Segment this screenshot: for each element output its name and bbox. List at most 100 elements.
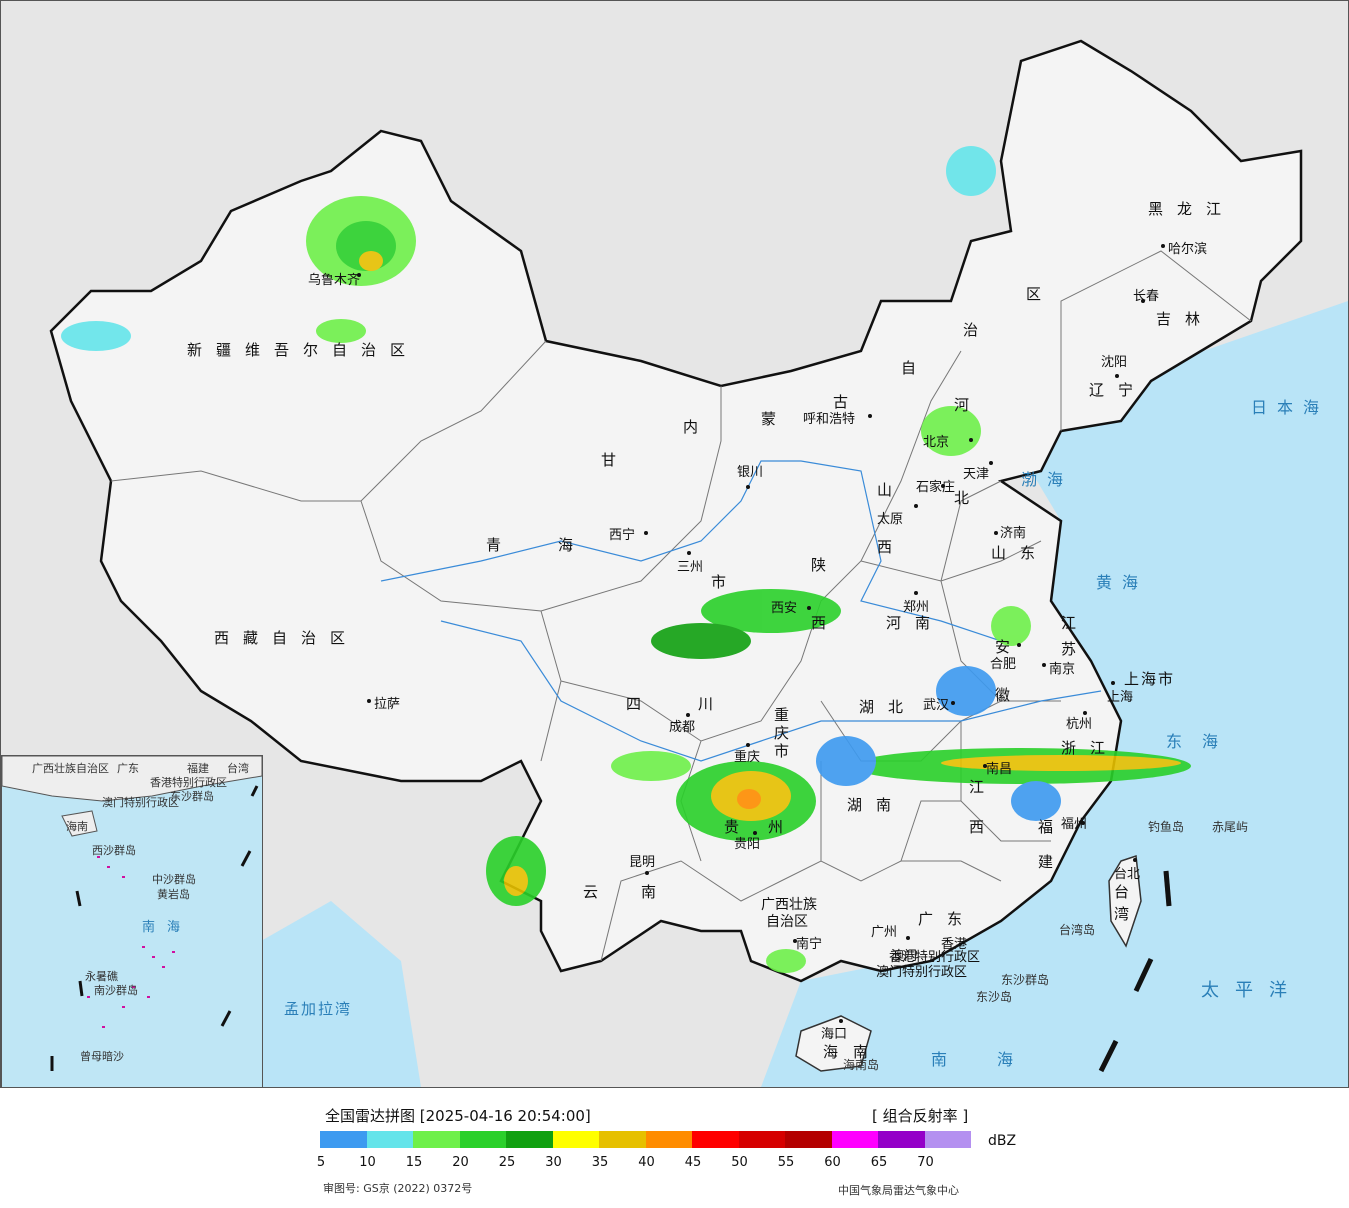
city-dot-shenyang [1115,374,1119,378]
label-harbin: 哈尔滨 [1168,242,1208,257]
city-dot-taiyuan [914,504,918,508]
label-macau-sar: 澳门特别行政区 [876,965,968,980]
legend-swatch-11 [831,1131,878,1148]
label-gansu-a: 甘 [601,451,617,469]
label-anhui-a: 安 [995,638,1011,656]
legend-tick-15: 15 [405,1155,423,1170]
inset-label-south-sea: 南海 [142,920,193,935]
legend-tick-30: 30 [545,1155,562,1170]
label-macau: 澳门 [891,949,918,964]
label-lanzhou: 三州 [677,560,704,575]
inset-label-zengmu: 曾母暗沙 [80,1050,124,1063]
label-guangxi-b: 自治区 [766,914,808,930]
label-neimenggu-f: 区 [1026,285,1042,303]
city-dot-hefei [1017,643,1021,647]
label-taiwan-island: 台湾岛 [1059,923,1096,937]
legend-panel [0,1088,1349,1208]
city-dot-chengdu [686,713,690,717]
label-chiwei: 赤尾屿 [1212,820,1249,834]
label-neimenggu-a: 内 [683,418,699,436]
legend-unit: dBZ [988,1133,1017,1149]
label-hongkong: 香港 [941,937,968,952]
legend-swatch-3 [459,1131,506,1148]
label-hunan: 湖南 [847,796,906,814]
rivers [380,460,1102,762]
legend-title: 全国雷达拼图 [2025-04-16 20:54:00] [325,1107,591,1125]
label-neimenggu-c: 古 [833,393,849,411]
city-dot-shanghai [1111,681,1115,685]
city-dot-fuzhou [1081,821,1085,825]
label-nanning: 南宁 [796,937,823,952]
inset-label-taiwan: 台湾 [227,762,249,775]
label-shaanxi-a: 陕 [811,556,827,574]
label-sea-bengal: 孟加拉湾 [284,1000,353,1018]
legend-tick-60: 60 [824,1155,841,1170]
sea-area-bengal [261,901,421,1087]
city-dot-nanjing [1042,663,1046,667]
city-dot-jinan [994,531,998,535]
city-dot-taipei [1133,858,1137,862]
label-heilongjiang: 黑龙江 [1148,200,1236,218]
city-dot-kunming [645,871,649,875]
label-liaoning: 辽宁 [1089,381,1148,399]
label-neimenggu-b: 蒙 [761,410,777,428]
label-xinjiang: 新疆维吾尔自治区 [187,341,420,359]
label-lhasa: 拉萨 [374,697,401,712]
label-chongqing: 重庆 [734,750,761,765]
label-taiwan-a: 台 [1114,883,1130,901]
label-beijing: 北京 [923,435,950,450]
label-xizang: 西藏自治区 [214,629,360,647]
label-hainan-a: 海 [823,1043,839,1061]
label-shanghai: 上海 [1107,690,1134,705]
label-guiyang: 贵阳 [734,837,761,852]
label-yunnan-b: 南 [641,883,657,901]
city-dot-wuhan [951,701,955,705]
label-xining: 西宁 [609,528,636,543]
label-shenyang: 沈阳 [1101,355,1128,370]
label-qinghai-a: 青 [486,536,502,554]
label-guizhou-b: 州 [768,818,784,836]
label-sea-pacific: 太平洋 [1201,980,1303,1001]
label-guangdong: 广东 [918,910,977,928]
city-dot-guiyang [753,831,757,835]
legend-tick-20: 20 [452,1155,469,1170]
inset-label-guangxi: 广西壮族自治区 [32,762,109,775]
legend-tick-70: 70 [917,1155,934,1170]
label-shijiazhuang: 石家庄 [916,480,956,495]
taiwan-island [1108,854,1142,948]
label-nanjing: 南京 [1049,662,1076,677]
city-dot-shijiazhuang [941,484,945,488]
label-dongsha-island: 东沙岛 [976,990,1013,1004]
legend-tick-45: 45 [684,1155,702,1170]
label-tianjin: 天津 [963,467,990,482]
inset-label-xisha: 西沙群岛 [92,844,136,857]
label-dongsha-islands: 东沙群岛 [1001,973,1050,987]
city-dot-haikou [839,1019,843,1023]
legend-swatch-1 [366,1131,413,1148]
label-hebei-a: 河 [954,396,970,414]
inset-label-huangyan: 黄岩岛 [157,888,190,901]
label-jinan: 济南 [1000,526,1027,541]
label-haikou: 海口 [821,1027,848,1042]
label-sea-bohai: 渤海 [1021,470,1074,489]
legend-swatch-5 [552,1131,599,1148]
inset-label-hainan: 海南 [66,820,88,833]
label-guangzhou: 广州 [871,925,898,940]
label-jiangsu-a: 江 [1061,614,1077,632]
label-guizhou-a: 贵 [724,818,740,836]
city-dot-chongqing [746,743,750,747]
legend-swatch-10 [785,1131,832,1148]
city-dot-urumqi [357,273,361,277]
city-dot-hangzhou [1083,711,1087,715]
producer-credit: 中国气象局雷达气象中心 [838,1184,959,1197]
label-sea-south: 南海 [931,1050,1064,1069]
city-dot-tianjin [989,461,993,465]
label-anhui-b: 徽 [995,686,1011,704]
label-fujian-b: 建 [1038,853,1054,871]
label-taipei: 台北 [1114,867,1141,882]
label-guangxi-a: 广西壮族 [761,897,817,913]
label-diaoyu: 钓鱼岛 [1148,820,1185,834]
inset-label-nansha: 南沙群岛 [94,984,138,997]
label-hainan-island: 海南岛 [843,1058,880,1072]
city-dot-harbin [1161,244,1165,248]
